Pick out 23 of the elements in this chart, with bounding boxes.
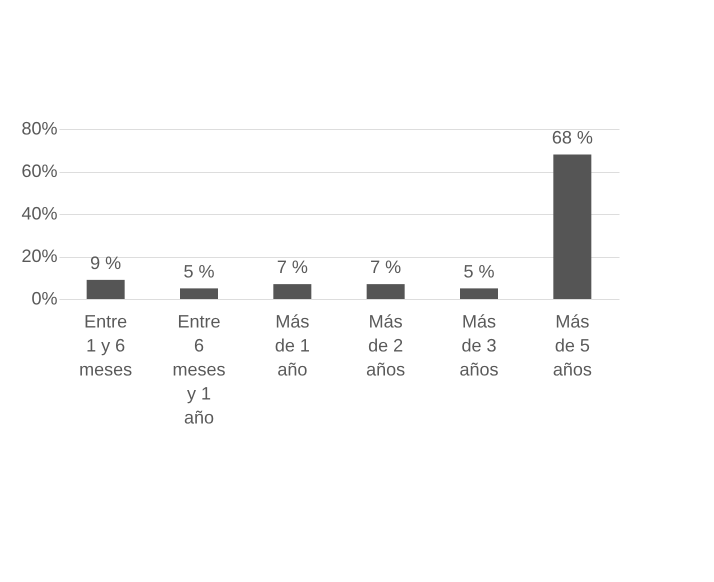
data-label: 9 % (90, 252, 122, 273)
bar (553, 154, 592, 299)
x-tick-label: Más de 1 año (274, 312, 310, 380)
data-label: 7 % (370, 257, 402, 278)
x-tick-label: Más de 5 años (552, 312, 592, 380)
bar (86, 280, 125, 299)
y-tick-label: 60% (21, 161, 58, 181)
y-tick-label: 20% (21, 246, 58, 266)
bar (273, 284, 312, 299)
bar (180, 288, 218, 299)
y-tick-label: 40% (21, 204, 58, 224)
x-tick-label: Entre 1 y 6 meses (79, 312, 132, 380)
data-label: 7 % (276, 257, 308, 278)
data-label: 68 % (552, 128, 593, 148)
y-tick-label: 0% (31, 288, 58, 308)
y-tick-label: 80% (21, 118, 58, 138)
data-label: 5 % (183, 261, 215, 282)
bar (366, 284, 405, 299)
bar (460, 288, 498, 299)
data-label: 5 % (463, 261, 495, 282)
x-tick-label: Entre 6 meses y 1 año (172, 312, 226, 428)
x-tick-label: Más de 2 años (366, 312, 406, 380)
x-tick-label: Más de 3 años (459, 312, 499, 380)
